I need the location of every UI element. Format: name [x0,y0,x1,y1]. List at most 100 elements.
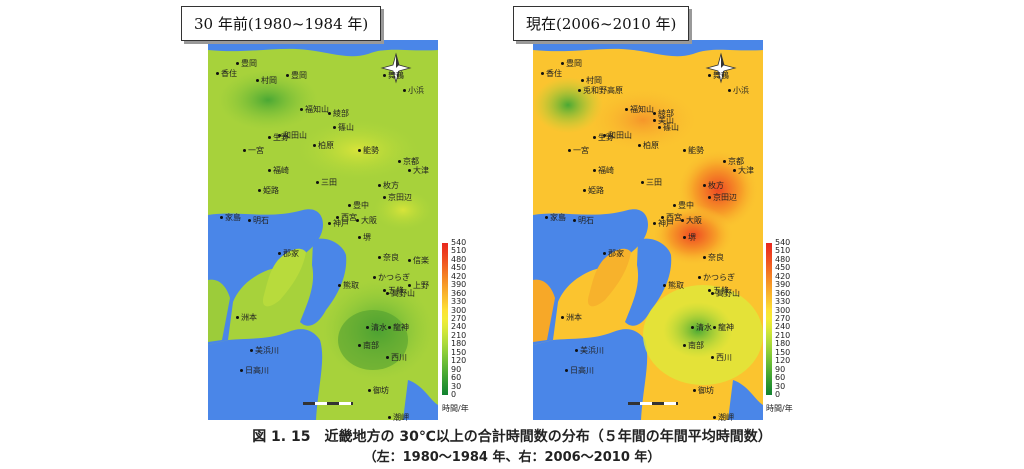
place-name: 大阪 [361,216,377,225]
place-label: 篠山 [658,122,679,133]
legend-tick-label: 420 [451,271,467,281]
place-label: 京田辺 [708,192,737,203]
station-dot-icon [658,126,661,129]
place-label: 一宮 [568,145,589,156]
station-dot-icon [583,189,586,192]
place-name: 洲本 [566,313,582,322]
place-name: 信楽 [413,256,429,265]
place-label: 大阪 [681,215,702,226]
place-label: 潮岬 [388,412,409,423]
place-label: 村岡 [581,75,602,86]
station-dot-icon [661,216,664,219]
station-dot-icon [256,79,259,82]
station-dot-icon [333,126,336,129]
place-name: 生野 [273,133,289,142]
legend-tick-label: 240 [775,322,791,332]
place-name: 和田山 [283,131,307,140]
place-name: 村岡 [586,76,602,85]
place-label: 西川 [711,352,732,363]
station-dot-icon [216,72,219,75]
legend-tick-label: 540 [775,238,791,247]
place-label: 香住 [216,68,237,79]
station-dot-icon [541,72,544,75]
place-label: 能勢 [358,145,379,156]
place-label: 清水 [366,322,387,333]
station-dot-icon [336,216,339,219]
place-name: 奈良 [708,253,724,262]
place-label: 和田山 [278,130,307,141]
place-label: 京田辺 [383,192,412,203]
station-dot-icon [578,89,581,92]
legend-tick-label: 150 [451,347,467,357]
legend-tick-label: 120 [451,356,467,366]
station-dot-icon [250,349,253,352]
station-dot-icon [368,389,371,392]
legend-tick-label: 450 [775,263,791,273]
station-dot-icon [358,236,361,239]
place-label: 一宮 [243,145,264,156]
station-dot-icon [236,316,239,319]
station-dot-icon [653,222,656,225]
station-dot-icon [711,292,714,295]
place-label: 豊岡 [236,58,257,69]
place-name: 京田辺 [388,193,412,202]
station-dot-icon [388,326,391,329]
place-label: 大阪 [356,215,377,226]
place-name: 舞鶴 [713,71,729,80]
place-name: 柏原 [643,141,659,150]
station-dot-icon [698,276,701,279]
legend-tick-label: 300 [775,305,791,315]
place-label: 三田 [641,177,662,188]
place-name: 枚方 [383,181,399,190]
place-label: 高野山 [386,288,415,299]
place-label: 西川 [386,352,407,363]
place-label: 南部 [358,340,379,351]
place-name: 明石 [578,216,594,225]
place-name: 美山 [658,116,674,125]
station-dot-icon [568,149,571,152]
place-label: 能勢 [683,145,704,156]
legend-tick-label: 270 [775,314,791,323]
station-dot-icon [243,149,246,152]
station-dot-icon [723,160,726,163]
place-label: かつらぎ [373,272,410,283]
place-name: 綾部 [333,109,349,118]
place-name: 神戸 [333,219,349,228]
place-name: 家島 [225,213,241,222]
place-label: 美浜川 [575,345,604,356]
station-dot-icon [328,222,331,225]
place-label: 豊岡 [286,70,307,81]
legend-tick-label: 270 [451,314,467,323]
legend-tick-label: 30 [775,381,786,391]
place-label: 福知山 [625,104,654,115]
place-label: 明石 [573,215,594,226]
place-label: 篠山 [333,122,354,133]
place-label: 舞鶴 [383,70,404,81]
legend-tick-label: 210 [775,330,791,340]
place-name: 熊取 [343,281,359,290]
station-dot-icon [383,196,386,199]
legend-tick-label: 30 [451,381,462,391]
station-dot-icon [603,252,606,255]
legend-tick-label: 300 [451,305,467,315]
station-dot-icon [713,326,716,329]
legend-tick-label: 150 [775,347,791,357]
place-name: 香住 [221,69,237,78]
station-dot-icon [713,416,716,419]
station-dot-icon [638,144,641,147]
place-name: 南部 [688,341,704,350]
place-label: 小浜 [403,85,424,96]
place-label: 家島 [545,212,566,223]
place-name: 大阪 [686,216,702,225]
legend-tick-label: 330 [451,297,467,307]
station-dot-icon [388,416,391,419]
station-dot-icon [268,169,271,172]
station-dot-icon [356,219,359,222]
place-name: 一宮 [573,146,589,155]
legend-tick-label: 180 [451,339,467,349]
place-name: 枚方 [708,181,724,190]
place-label: 五條 [708,285,729,296]
place-name: 京田辺 [713,193,737,202]
place-name: 三田 [321,178,337,187]
place-name: 柏原 [318,141,334,150]
